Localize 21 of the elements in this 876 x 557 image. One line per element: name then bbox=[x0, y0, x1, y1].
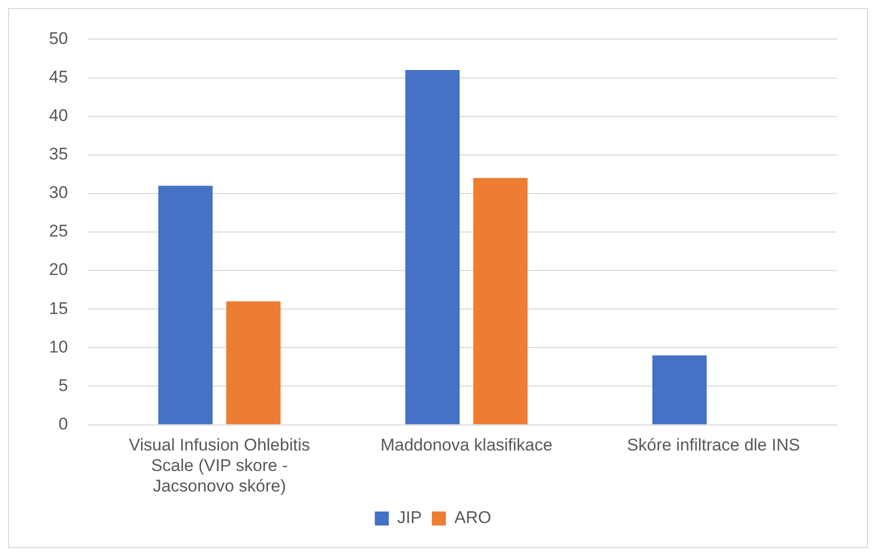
bar bbox=[226, 301, 281, 424]
legend-label: JIP bbox=[397, 508, 422, 528]
y-tick-label: 35 bbox=[48, 144, 68, 164]
legend-label: ARO bbox=[454, 508, 492, 528]
y-tick-label: 50 bbox=[48, 28, 68, 48]
y-tick-label: 0 bbox=[58, 414, 68, 434]
bar bbox=[158, 186, 213, 424]
y-tick-label: 30 bbox=[48, 183, 68, 202]
x-tick-label: Maddonova klasifikace bbox=[380, 436, 552, 455]
bar bbox=[652, 355, 707, 424]
y-tick-label: 5 bbox=[58, 376, 68, 395]
y-tick-label: 45 bbox=[48, 67, 68, 86]
bar bbox=[473, 178, 528, 424]
y-tick-label: 20 bbox=[48, 260, 68, 280]
x-tick-label: Skóre infiltrace dle INS bbox=[627, 436, 800, 455]
x-tick-label: Visual Infusion Ohlebitis Scale (VIP skore - Jacsonovo skóre) bbox=[128, 436, 310, 496]
bar bbox=[405, 70, 460, 424]
y-tick-label: 40 bbox=[48, 106, 68, 126]
y-tick-label: 15 bbox=[48, 298, 68, 318]
y-tick-label: 10 bbox=[48, 337, 68, 356]
y-tick-label: 25 bbox=[48, 222, 68, 241]
